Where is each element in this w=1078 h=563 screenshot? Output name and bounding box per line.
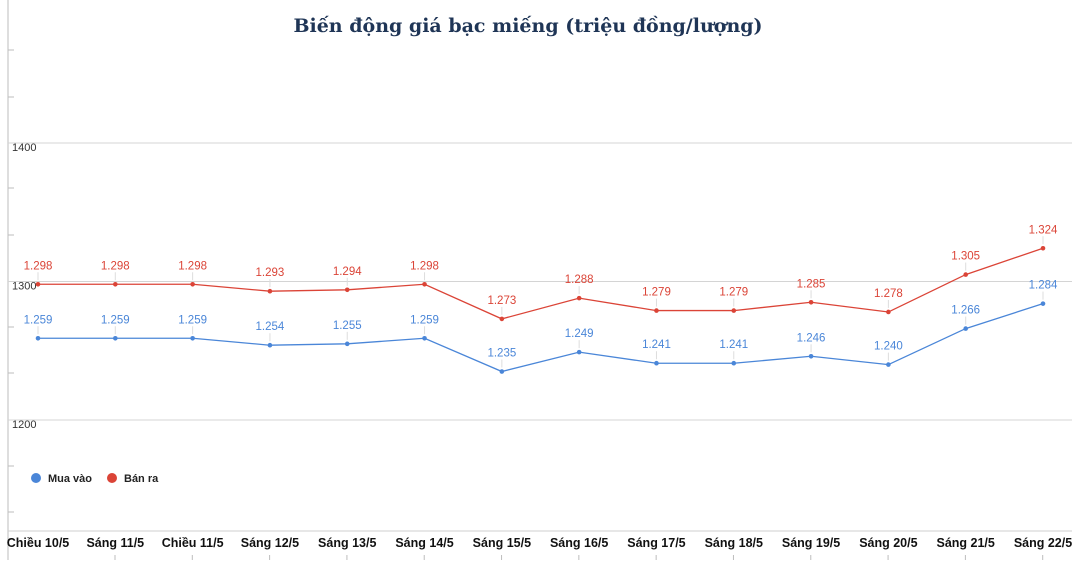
data-point [499,369,505,374]
x-tick-label: Sáng 19/5 [782,536,840,550]
data-point [190,335,195,341]
data-point [654,308,659,313]
data-point [963,272,968,277]
data-point [422,335,427,341]
data-point [886,362,891,367]
data-point [731,360,737,366]
x-axis-ticks: Chiều 10/5 Sáng 11/5 Chiều 11/5 Sáng 12/5 Sá… [7,536,1072,560]
x-tick-label: Sáng 21/5 [937,536,995,550]
series-ban-ra: 1.298 1.298 1.298 1.293 1.294 1.298 1.273 1.288… [24,224,1058,322]
data-label: 1.254 [256,321,285,333]
series-line [38,303,1044,373]
data-label: 1.279 [719,287,748,299]
data-point [422,281,427,287]
data-label: 1.241 [719,339,748,351]
data-point [1040,301,1046,306]
data-label: 1.298 [178,260,207,272]
data-label: 1.293 [256,267,285,279]
x-tick-label: Sáng 11/5 [86,536,144,550]
data-label: 1.285 [797,278,826,290]
legend-label: Mua vào [48,473,92,485]
y-tick-label: 1300 [12,281,36,293]
x-tick-label: Sáng 18/5 [705,536,763,550]
data-label: 1.246 [797,332,826,344]
data-point [731,308,737,313]
data-point [113,281,118,287]
data-point [654,360,659,366]
data-label: 1.259 [24,314,53,326]
x-tick-label: Sáng 14/5 [395,536,453,550]
x-tick-label: Sáng 17/5 [627,536,685,550]
data-point [808,299,814,305]
legend: Mua vào Bán ra [31,473,159,485]
data-label: 1.259 [178,314,207,326]
data-label: 1.240 [874,341,903,353]
data-label: 1.241 [642,339,671,351]
data-point [35,335,41,341]
legend-label: Bán ra [124,473,159,485]
x-tick-label: Sáng 22/5 [1014,536,1072,550]
x-tick-label: Chiều 11/5 [162,536,224,550]
x-tick-label: Sáng 12/5 [241,536,299,550]
data-label: 1.288 [565,274,594,286]
data-label: 1.298 [101,260,130,272]
data-label: 1.235 [487,348,516,360]
legend-swatch [107,473,117,483]
data-point [576,349,582,355]
data-point [35,281,41,287]
data-label: 1.278 [874,288,903,300]
y-tick-label: 1400 [12,142,36,154]
data-label: 1.284 [1029,280,1058,292]
data-point [267,342,273,348]
data-point [576,295,582,301]
chart-title: Biến động giá bạc miếng (triệu đồng/lượn… [293,15,762,37]
data-label: 1.294 [333,266,362,278]
data-point [344,287,350,293]
data-point [808,353,814,359]
data-point [113,335,118,341]
data-label: 1.298 [24,260,53,272]
x-tick-label: Sáng 15/5 [473,536,531,550]
data-label: 1.249 [565,328,594,340]
data-point [267,288,273,294]
y-tick-label: 1200 [12,419,36,431]
data-point [1040,245,1046,251]
x-tick-label: Chiều 10/5 [7,536,70,550]
data-label: 1.324 [1029,224,1058,236]
data-label: 1.305 [951,251,980,263]
x-tick-label: Sáng 13/5 [318,536,376,550]
series-line [38,247,1044,320]
data-label: 1.298 [410,260,439,272]
data-label: 1.279 [642,287,671,299]
data-point [190,281,195,287]
series-mua-vao: 1.259 1.259 1.259 1.254 1.255 1.259 1.235 1.249… [24,280,1058,374]
data-label: 1.266 [951,305,980,317]
axis-layer: 1200 1300 1400 [7,0,1072,560]
x-tick-label: Sáng 20/5 [859,536,917,550]
data-label: 1.259 [101,314,130,326]
legend-swatch [31,473,41,483]
data-point [963,326,968,331]
data-point [499,316,505,322]
x-tick-label: Sáng 16/5 [550,536,608,550]
data-label: 1.255 [333,320,362,332]
data-label: 1.273 [487,295,516,307]
data-point [886,309,891,315]
series-layer: 1.259 1.259 1.259 1.254 1.255 1.259 1.235 1.249… [24,224,1058,374]
data-point [344,341,350,347]
data-label: 1.259 [410,314,439,326]
